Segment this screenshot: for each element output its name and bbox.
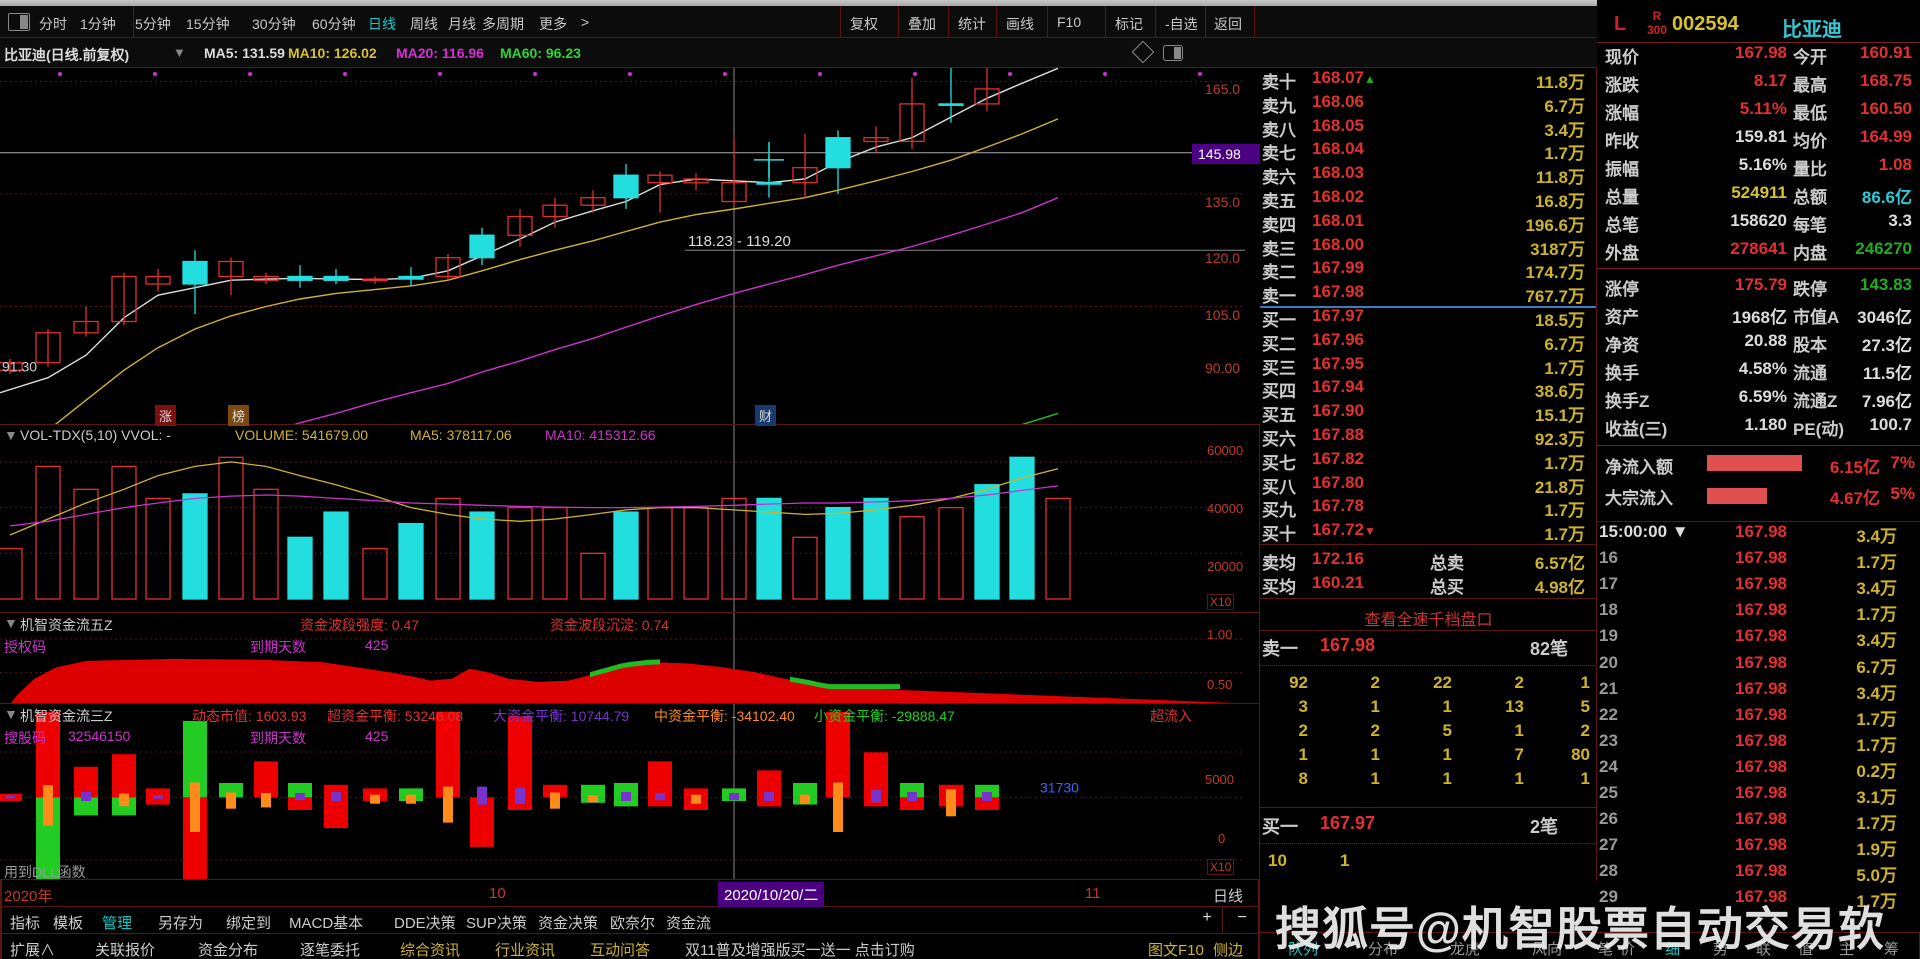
svg-text:91.30: 91.30: [2, 359, 37, 375]
svg-text:31730: 31730: [1040, 779, 1079, 795]
svg-text:118.23 - 119.20: 118.23 - 119.20: [688, 233, 791, 250]
